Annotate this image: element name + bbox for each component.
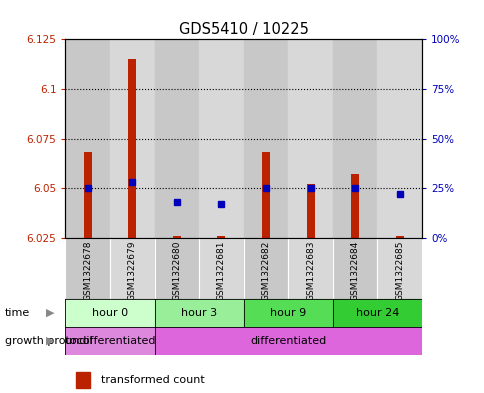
Bar	[395, 236, 403, 238]
Text: hour 3: hour 3	[181, 308, 217, 318]
Text: GSM1322684: GSM1322684	[350, 241, 359, 301]
Bar	[154, 39, 199, 238]
Text: ▶: ▶	[46, 308, 55, 318]
Text: GSM1322685: GSM1322685	[394, 241, 403, 301]
Text: undifferentiated: undifferentiated	[65, 336, 155, 346]
Text: GSM1322681: GSM1322681	[216, 241, 226, 301]
Text: ▶: ▶	[46, 336, 55, 346]
Bar	[110, 39, 154, 238]
Bar	[243, 39, 287, 238]
Bar	[332, 39, 377, 238]
Bar	[217, 236, 225, 238]
Text: hour 24: hour 24	[355, 308, 398, 318]
Bar	[65, 238, 110, 299]
Text: time: time	[5, 308, 30, 318]
Bar	[287, 238, 332, 299]
Bar	[377, 238, 421, 299]
Bar	[243, 299, 332, 327]
Bar	[154, 327, 421, 355]
Bar	[287, 39, 332, 238]
Text: differentiated: differentiated	[250, 336, 326, 346]
Bar	[110, 238, 154, 299]
Text: GSM1322682: GSM1322682	[261, 241, 270, 301]
Bar	[76, 372, 90, 387]
Title: GDS5410 / 10225: GDS5410 / 10225	[179, 22, 308, 37]
Bar	[243, 238, 287, 299]
Bar	[350, 174, 358, 238]
Text: GSM1322679: GSM1322679	[128, 241, 136, 301]
Bar	[128, 59, 136, 238]
Bar	[199, 39, 243, 238]
Bar	[65, 39, 110, 238]
Bar	[172, 236, 181, 238]
Text: GSM1322680: GSM1322680	[172, 241, 181, 301]
Text: GSM1322678: GSM1322678	[83, 241, 92, 301]
Text: hour 9: hour 9	[270, 308, 306, 318]
Bar	[332, 238, 377, 299]
Text: GSM1322683: GSM1322683	[305, 241, 315, 301]
Text: growth protocol: growth protocol	[5, 336, 92, 346]
Bar	[332, 299, 421, 327]
Bar	[84, 152, 91, 238]
Bar	[65, 299, 154, 327]
Bar	[154, 299, 243, 327]
Bar	[65, 327, 154, 355]
Bar	[199, 238, 243, 299]
Text: transformed count: transformed count	[101, 375, 204, 385]
Bar	[154, 238, 199, 299]
Bar	[377, 39, 421, 238]
Bar	[306, 184, 314, 238]
Text: hour 0: hour 0	[92, 308, 128, 318]
Bar	[261, 152, 270, 238]
